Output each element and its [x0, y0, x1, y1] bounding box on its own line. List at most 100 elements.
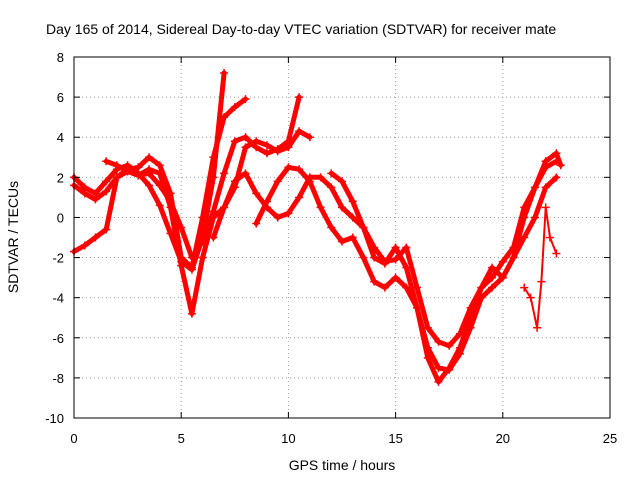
- data-point: [488, 263, 497, 272]
- data-point: [556, 161, 565, 170]
- data-point: [112, 173, 121, 182]
- data-point: [402, 283, 411, 292]
- data-point: [198, 237, 207, 246]
- x-tick-label: 10: [281, 431, 295, 446]
- data-point: [177, 261, 186, 270]
- data-point: [241, 95, 250, 104]
- data-point: [370, 243, 379, 252]
- data-point: [434, 377, 443, 386]
- data-point: [338, 237, 346, 246]
- data-point: [252, 219, 261, 228]
- data-point: [273, 213, 282, 222]
- data-point: [423, 323, 432, 332]
- x-tick-label: 5: [178, 431, 185, 446]
- data-point: [488, 273, 497, 282]
- data-point: [391, 255, 400, 264]
- x-tick-label: 25: [603, 431, 617, 446]
- y-tick-label: 0: [57, 210, 64, 225]
- data-point: [402, 243, 411, 252]
- data-point: [102, 177, 111, 186]
- x-tick-label: 0: [70, 431, 77, 446]
- data-point: [187, 309, 196, 318]
- data-point: [477, 283, 486, 292]
- data-point: [102, 157, 111, 166]
- data-point: [380, 283, 389, 292]
- data-point: [533, 323, 542, 332]
- data-point: [327, 169, 336, 178]
- data-point: [530, 213, 539, 222]
- data-point: [220, 203, 229, 212]
- data-point: [295, 165, 304, 174]
- chart-title: Day 165 of 2014, Sidereal Day-to-day VTE…: [46, 21, 556, 37]
- data-point: [541, 203, 550, 212]
- data-point: [391, 273, 400, 282]
- data-point: [145, 153, 154, 162]
- data-point: [316, 173, 325, 182]
- data-point: [209, 153, 218, 162]
- data-point: [241, 169, 250, 178]
- data-point: [252, 143, 261, 152]
- data-point: [327, 183, 336, 192]
- data-point: [552, 249, 561, 258]
- data-point: [455, 329, 464, 338]
- data-point: [284, 137, 293, 146]
- data-point: [370, 253, 379, 262]
- data-point: [262, 197, 271, 206]
- data-point: [145, 181, 154, 190]
- y-tick-label: -6: [52, 331, 64, 346]
- data-point: [145, 169, 154, 178]
- data-point: [537, 277, 546, 286]
- data-point: [526, 293, 535, 302]
- data-point: [466, 303, 475, 312]
- data-point: [413, 283, 422, 292]
- data-point: [273, 177, 282, 186]
- data-point: [305, 133, 314, 142]
- data-point: [134, 163, 143, 172]
- y-tick-label: 4: [57, 130, 64, 145]
- data-point: [284, 209, 293, 218]
- data-point: [230, 177, 239, 186]
- data-point: [177, 223, 186, 232]
- data-point: [187, 263, 196, 272]
- data-point: [338, 177, 346, 186]
- data-point: [102, 225, 111, 234]
- data-point: [305, 177, 314, 186]
- data-point: [509, 253, 518, 262]
- y-tick-label: 6: [57, 90, 64, 105]
- data-point: [155, 181, 164, 190]
- data-point: [445, 363, 454, 372]
- data-point: [338, 203, 346, 212]
- data-point: [112, 161, 121, 170]
- data-point: [230, 103, 239, 112]
- data-point: [230, 137, 239, 146]
- data-point: [155, 161, 164, 170]
- data-point: [541, 183, 550, 192]
- y-tick-label: -10: [45, 411, 64, 426]
- data-point: [220, 69, 229, 78]
- y-tick-label: 8: [57, 50, 64, 65]
- data-point: [91, 195, 100, 204]
- data-point: [284, 163, 293, 172]
- x-tick-label: 20: [496, 431, 510, 446]
- data-point: [262, 141, 271, 150]
- data-point: [220, 113, 229, 122]
- data-point: [380, 257, 389, 266]
- data-point: [241, 133, 250, 142]
- data-series: [70, 69, 565, 386]
- data-point: [295, 193, 304, 202]
- data-point: [316, 203, 325, 212]
- data-point: [123, 167, 132, 176]
- data-point: [359, 253, 368, 262]
- data-point: [102, 187, 111, 196]
- series-track-g: [328, 150, 564, 349]
- data-point: [445, 341, 454, 350]
- y-axis-label: SDTVAR / TECUs: [5, 181, 21, 293]
- data-point: [434, 337, 443, 346]
- x-tick-label: 15: [388, 431, 402, 446]
- data-point: [327, 223, 336, 232]
- y-tick-label: 2: [57, 170, 64, 185]
- data-point: [488, 283, 497, 292]
- data-point: [80, 241, 89, 250]
- data-point: [520, 203, 529, 212]
